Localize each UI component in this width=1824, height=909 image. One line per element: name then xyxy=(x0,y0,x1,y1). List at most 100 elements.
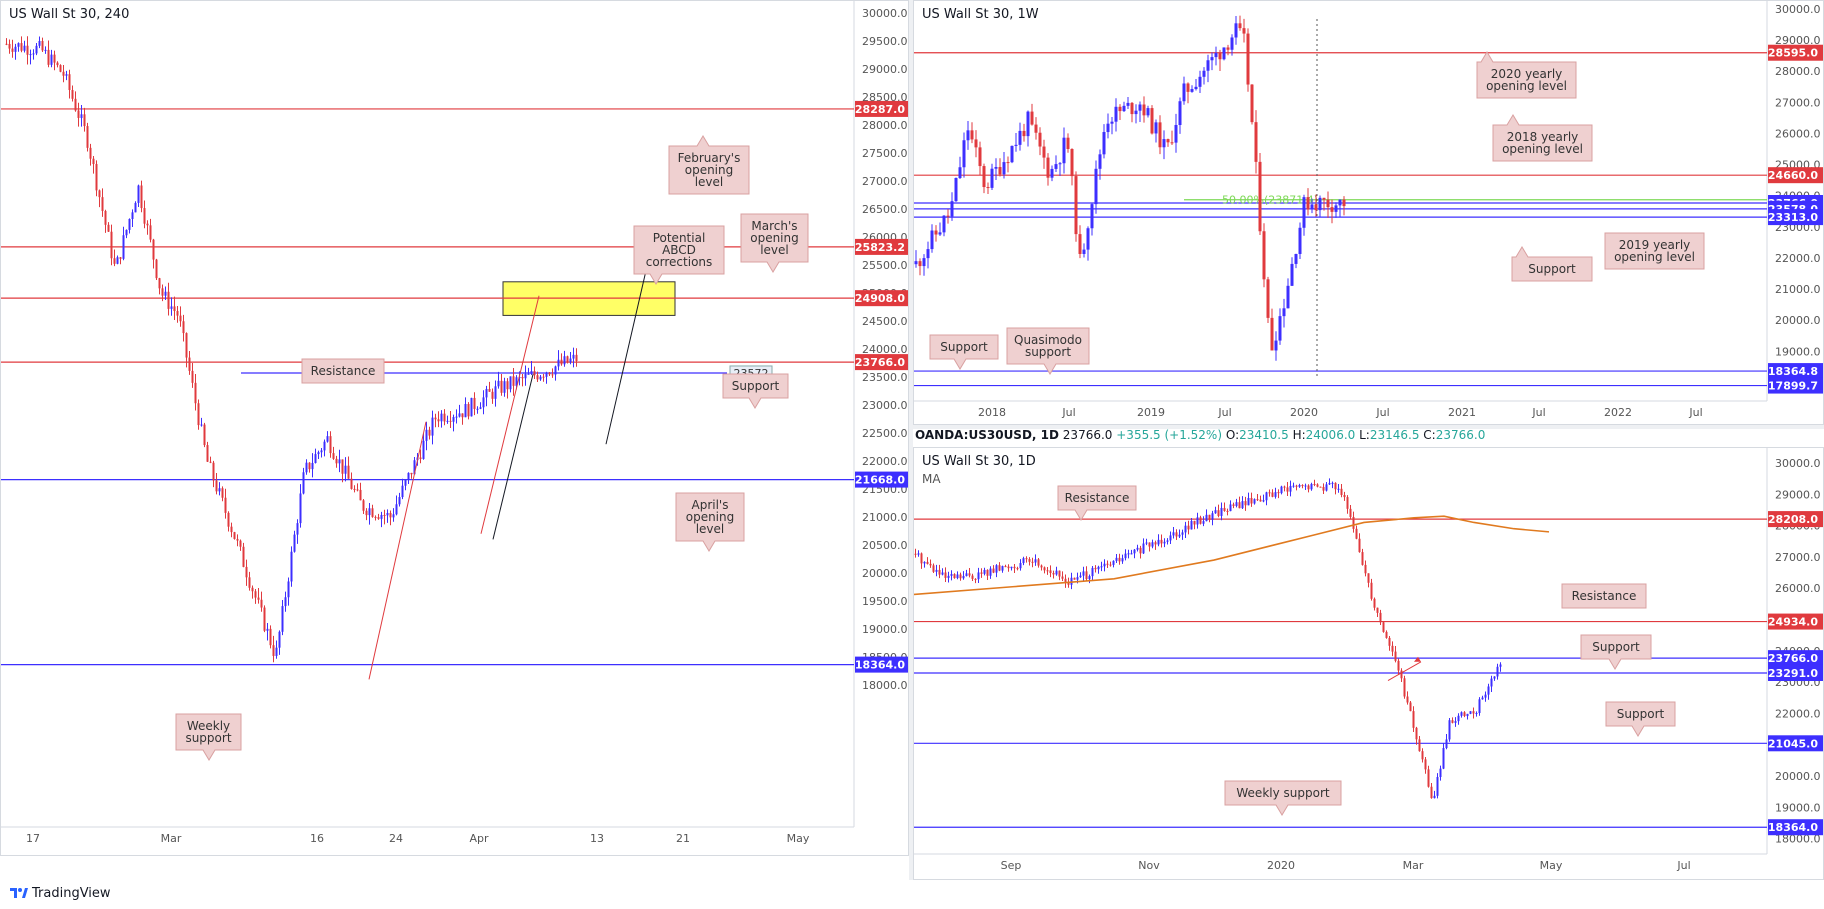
candle-body xyxy=(467,404,470,417)
price-tick-label: 19000.0 xyxy=(1775,801,1821,814)
candle-body xyxy=(1034,124,1038,133)
candle-body xyxy=(1294,253,1298,264)
candle-body xyxy=(380,514,383,519)
low-label: L: xyxy=(1359,428,1370,442)
candle-body xyxy=(20,43,23,51)
candle-body xyxy=(1343,494,1346,498)
low-value: 23146.5 xyxy=(1369,428,1420,442)
price-tag xyxy=(1768,363,1823,380)
candle-body xyxy=(1010,145,1014,163)
candle-body xyxy=(1295,485,1298,487)
abcd-leg-red-1 xyxy=(368,421,427,680)
price-tick-label: 25500.0 xyxy=(862,259,908,272)
candle-body xyxy=(965,573,968,577)
candle-body xyxy=(161,288,164,296)
candle-body xyxy=(1290,263,1294,286)
candle-body xyxy=(1194,86,1198,90)
chart-panel-h4[interactable]: 30000.0 29500.0 29000.0 28500.0 28000.0 27500… xyxy=(0,0,909,856)
callout-abcd-text: corrections xyxy=(646,255,713,269)
candle-body xyxy=(1013,566,1016,569)
candle-body xyxy=(314,454,317,463)
candle-body xyxy=(395,504,398,515)
time-tick-label: May xyxy=(787,832,810,845)
price-tag xyxy=(855,100,908,117)
candle-body xyxy=(1286,487,1289,492)
candle-body xyxy=(302,472,305,494)
candle-body xyxy=(1058,163,1062,165)
candle-body xyxy=(521,377,524,379)
candle-body xyxy=(1014,144,1018,146)
price-tag xyxy=(855,656,908,673)
candle-body xyxy=(275,647,278,656)
chart-panel-weekly[interactable]: 30000.0 29000.0 28000.0 27000.0 26000.0 25000… xyxy=(913,0,1824,425)
daily-chart-canvas[interactable]: 30000.029000.028000.027000.026000.025000… xyxy=(914,448,1824,880)
candle-body xyxy=(1062,137,1066,164)
abcd-leg-red-2 xyxy=(480,295,540,534)
candle-body xyxy=(515,377,518,386)
candle-body xyxy=(1142,543,1145,554)
candle-body xyxy=(401,485,404,498)
candle-body xyxy=(263,607,266,631)
time-tick-label: 2020 xyxy=(1290,406,1318,419)
candle-body xyxy=(269,628,272,646)
candle-body xyxy=(1037,559,1040,566)
candle-body xyxy=(1158,122,1162,148)
candle-body xyxy=(101,197,104,211)
price-tag-label: 28595.0 xyxy=(1768,47,1818,60)
candle-body xyxy=(1326,199,1330,208)
candle-body xyxy=(428,429,431,436)
candle-body xyxy=(377,517,380,519)
candle-body xyxy=(1406,696,1409,703)
candle-body xyxy=(1151,542,1154,547)
price-tick-label: 30000.0 xyxy=(1775,3,1821,16)
candle-body xyxy=(1322,486,1325,491)
high-value: 24006.0 xyxy=(1305,428,1356,442)
candle-body xyxy=(77,110,80,118)
candle-body xyxy=(1430,786,1433,799)
candle-body xyxy=(1238,502,1241,509)
price-tick-label: 20000.0 xyxy=(1775,770,1821,783)
candle-body xyxy=(134,202,137,213)
candle-body xyxy=(980,572,983,574)
candle-body xyxy=(1241,501,1244,509)
candle-body xyxy=(155,259,158,279)
callout-2018-yearly-text: opening level xyxy=(1502,142,1583,156)
candle-body xyxy=(1034,559,1037,563)
time-tick-label: 2021 xyxy=(1448,406,1476,419)
candle-body xyxy=(1118,106,1122,112)
candle-body xyxy=(137,185,140,203)
callout-2020-yearly-text: opening level xyxy=(1486,79,1567,93)
candle-body xyxy=(434,417,437,420)
callout-march-text: level xyxy=(760,243,789,257)
candle-body xyxy=(1205,514,1208,522)
chart-panel-daily[interactable]: 30000.029000.028000.027000.026000.025000… xyxy=(913,447,1824,880)
candle-body xyxy=(1190,520,1193,530)
candle-body xyxy=(1337,488,1340,490)
candle-body xyxy=(512,376,515,386)
candle-body xyxy=(239,540,242,547)
price-tick-label: 22500.0 xyxy=(862,427,908,440)
candle-body xyxy=(1097,566,1100,570)
candle-body xyxy=(1022,558,1025,564)
candle-body xyxy=(29,54,32,56)
symbol-label[interactable]: OANDA:US30USD, 1D xyxy=(915,428,1059,442)
candle-body xyxy=(978,147,982,167)
candle-body xyxy=(1082,571,1085,576)
candle-body xyxy=(1415,727,1418,740)
price-tick-label: 26000.0 xyxy=(1775,127,1821,140)
tradingview-brand[interactable]: TradingView xyxy=(10,886,111,901)
candle-body xyxy=(1127,553,1130,555)
candle-body xyxy=(44,49,47,51)
candle-body xyxy=(1259,499,1262,502)
candle-body xyxy=(986,569,989,576)
candle-body xyxy=(1460,712,1463,716)
h4-chart-canvas[interactable]: 30000.0 29500.0 29000.0 28500.0 28000.0 27500… xyxy=(1,1,909,856)
candle-body xyxy=(74,98,77,111)
candle-body xyxy=(116,257,119,264)
price-tick-label: 22000.0 xyxy=(1775,707,1821,720)
candle-body xyxy=(365,510,368,516)
candle-body xyxy=(1163,541,1166,544)
candle-body xyxy=(1271,492,1274,497)
weekly-chart-canvas[interactable]: 30000.029000.028000.027000.026000.025000… xyxy=(914,1,1824,425)
candle-body xyxy=(536,375,539,380)
